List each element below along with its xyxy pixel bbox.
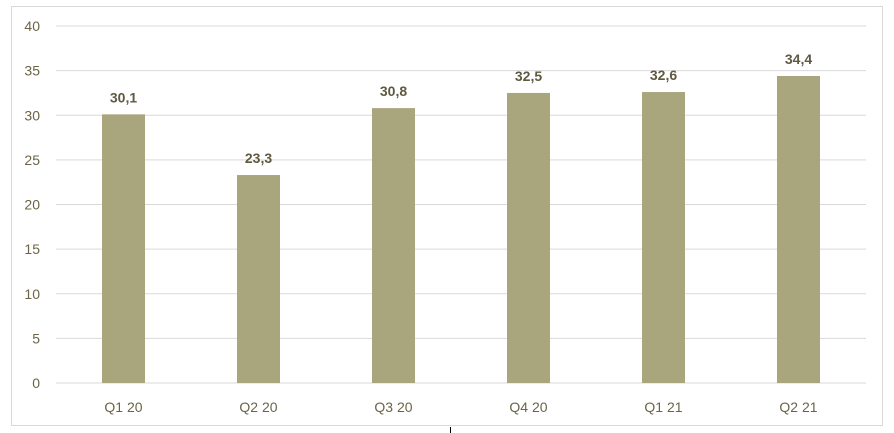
- data-label: 32,6: [650, 67, 677, 83]
- data-label: 32,5: [515, 68, 542, 84]
- x-axis-ticks: Q1 20 Q2 20 Q3 20 Q4 20 Q1 21 Q2 21: [104, 399, 817, 415]
- bar: [237, 175, 280, 383]
- bar: [102, 114, 145, 384]
- x-tick-label: Q2 21: [779, 399, 817, 415]
- bar: [507, 92, 550, 383]
- y-tick-label: 40: [24, 18, 40, 34]
- y-tick-label: 20: [24, 197, 40, 213]
- x-tick-label: Q3 20: [374, 399, 412, 415]
- y-tick-label: 0: [32, 375, 40, 391]
- x-tick-label: Q1 20: [104, 399, 142, 415]
- y-tick-label: 10: [24, 286, 40, 302]
- bar: [777, 75, 820, 383]
- y-tick-label: 5: [32, 330, 40, 346]
- chart-frame: [11, 6, 883, 426]
- data-label: 30,1: [110, 89, 137, 105]
- x-tick-label: Q4 20: [509, 399, 547, 415]
- data-label: 30,8: [380, 83, 407, 99]
- x-tick-label: Q2 20: [239, 399, 277, 415]
- y-tick-label: 35: [24, 63, 40, 79]
- y-tick-label: 15: [24, 241, 40, 257]
- y-tick-label: 30: [24, 107, 40, 123]
- y-axis-ticks: 0 5 10 15 20 25 30 35 40: [24, 18, 40, 391]
- x-tick-label: Q1 21: [644, 399, 682, 415]
- data-label: 34,4: [785, 51, 812, 67]
- data-labels: 30,1 23,3 30,8 32,5 32,6 34,4: [110, 51, 812, 166]
- resize-handle-mark: [450, 427, 451, 433]
- gridlines: [56, 25, 866, 384]
- y-tick-label: 25: [24, 152, 40, 168]
- bars: [102, 75, 820, 384]
- bar: [372, 108, 415, 384]
- data-label: 23,3: [245, 150, 272, 166]
- bar: [642, 92, 685, 384]
